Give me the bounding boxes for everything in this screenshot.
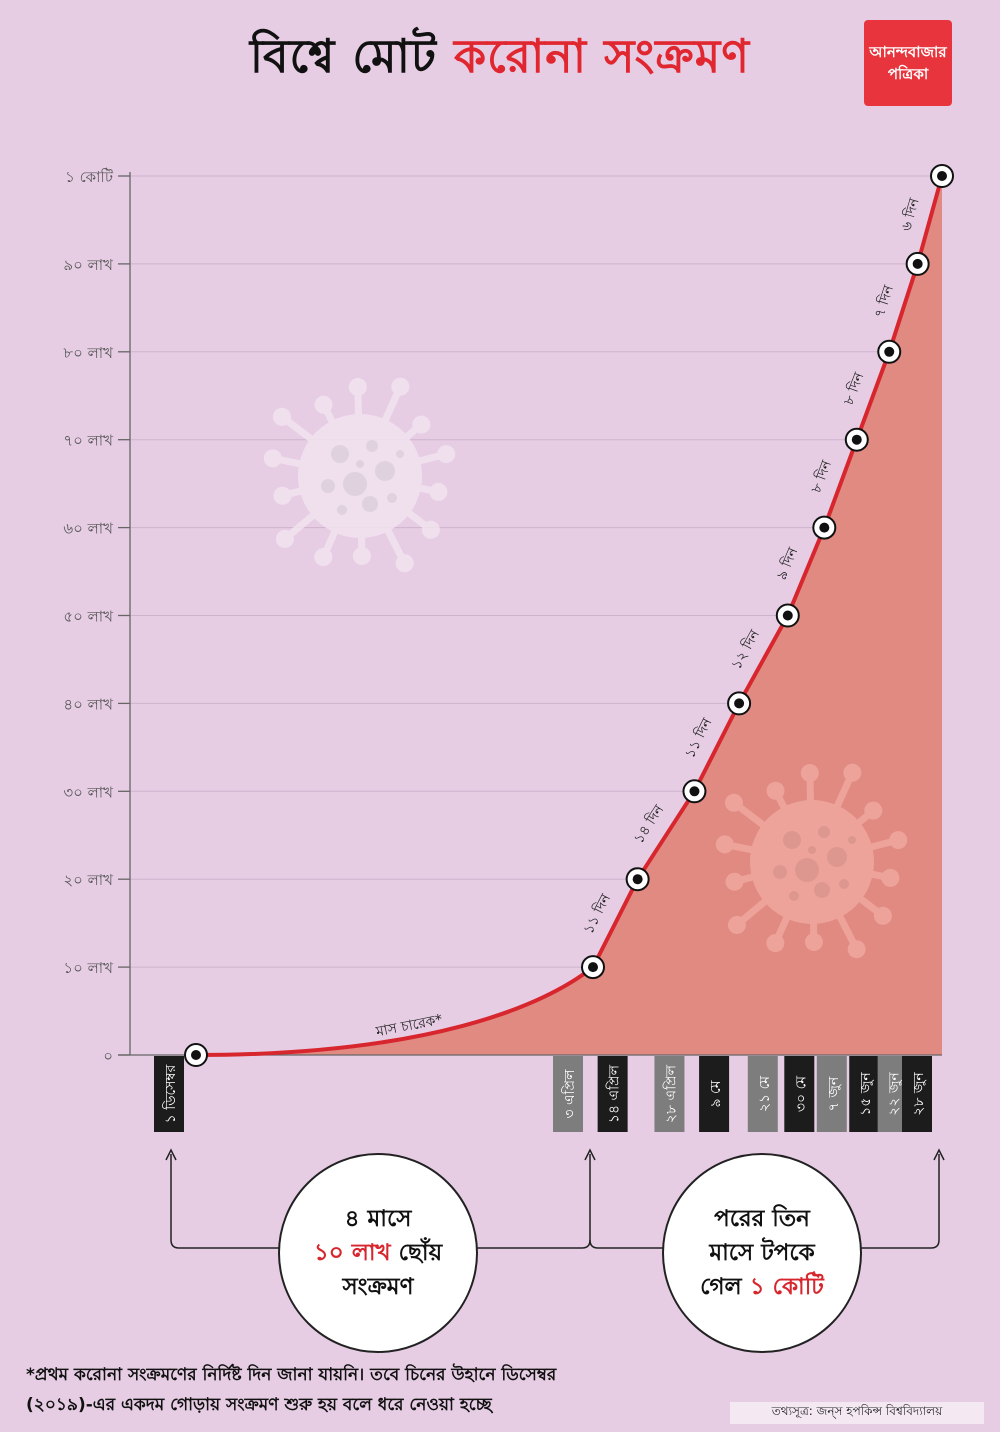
- brand-logo: আনন্দবাজার পত্রিকা: [864, 20, 952, 106]
- bracket-middle-right: [589, 1239, 664, 1249]
- x-date-text: ৭ জুন: [826, 1076, 842, 1111]
- bracket-arrowhead: [165, 1148, 177, 1161]
- y-tick-label: ৭০ লাখ: [63, 432, 114, 450]
- y-tick-label: ৪০ লাখ: [63, 695, 114, 713]
- data-point: [812, 515, 837, 540]
- virus-icon: [715, 763, 908, 959]
- x-date-text: ২৮ এপ্রিল: [662, 1064, 679, 1123]
- segment-duration-label: ৯ দিন: [773, 544, 802, 582]
- grid-lines: [130, 175, 942, 968]
- series-line: [195, 175, 944, 1057]
- y-tick-label: ১ কোটি: [65, 168, 114, 186]
- footnote-line-2: (২০১৯)-এর একদম গোড়ায় সংক্রমণ শুরু হয় …: [26, 1395, 492, 1415]
- y-tick-label: ০: [103, 1047, 113, 1065]
- segment-duration-label: ৮ দিন: [808, 457, 836, 495]
- x-date-text: ২৮ জুন: [911, 1072, 927, 1116]
- virus-decoration-top: [263, 377, 456, 573]
- segment-duration-label: ৬ দিন: [897, 196, 922, 233]
- y-tick-label: ৯০ লাখ: [63, 256, 114, 274]
- y-tick-label: ৬০ লাখ: [63, 520, 114, 538]
- segment-duration-label: ৮ দিন: [840, 370, 868, 408]
- x-date-text: ১ ডিসেম্বর: [162, 1064, 179, 1123]
- bracket-right: [860, 1154, 940, 1249]
- data-point: [581, 955, 605, 980]
- callout-right-line-2: মাসে টপকে: [709, 1240, 815, 1266]
- source-credit: তথ্যসূত্র: জন্‌স হপকিন্স বিশ্ববিদ্যালয়: [730, 1402, 984, 1424]
- virus-decoration-bottom: [715, 763, 908, 959]
- virus-icon: [263, 377, 456, 573]
- x-date-label: ২৮ এপ্রিল: [654, 1056, 685, 1132]
- y-tick-label: ৮০ লাখ: [63, 344, 114, 362]
- x-date-text: ১৪ এপ্রিল: [606, 1064, 623, 1123]
- x-date-label: ৭ জুন: [816, 1056, 847, 1132]
- data-point: [775, 603, 800, 628]
- title-red: করোনা সংক্রমণ: [454, 29, 751, 83]
- x-date-label: ২৮ জুন: [902, 1056, 932, 1132]
- data-points: [184, 164, 954, 1067]
- callout-left-highlight: ১০ লাখ: [313, 1240, 391, 1266]
- callout-right-highlight: ১ কোটি: [749, 1274, 824, 1300]
- data-point: [877, 339, 902, 364]
- bracket-middle-left: [476, 1154, 591, 1249]
- segment-duration-label: ১১ দিন: [681, 715, 716, 761]
- data-point: [905, 251, 930, 276]
- x-date-label: ২১ মে: [747, 1056, 778, 1132]
- x-date-label: ৩ এপ্রিল: [553, 1056, 583, 1132]
- data-point: [930, 164, 954, 188]
- logo-line-2: পত্রিকা: [887, 65, 929, 83]
- x-axis-date-labels: ১ ডিসেম্বর ৩ এপ্রিল ১৪ এপ্রিল ২৮ এপ্রিল ৯ মে…: [154, 1056, 932, 1132]
- callout-ten-million: পরের তিন মাসে টপকে গেল ১ কোটি: [662, 1153, 862, 1353]
- y-tick-label: ৩০ লাখ: [63, 783, 114, 801]
- callout-left-line-1: ৪ মাসে: [344, 1206, 412, 1232]
- bracket-arrowhead: [584, 1148, 596, 1161]
- data-point: [682, 779, 707, 804]
- x-date-label: ৩০ মে: [784, 1056, 815, 1132]
- data-point: [184, 1043, 208, 1067]
- segment-duration-label: ৭ দিন: [871, 282, 898, 319]
- title-black: বিশ্বে মোট: [249, 29, 437, 83]
- y-tick-label: ৫০ লাখ: [63, 608, 114, 626]
- callout-first-million: ৪ মাসে ১০ লাখ ছোঁয় সংক্রমণ: [278, 1153, 478, 1353]
- callout-left-line-3: সংক্রমণ: [342, 1274, 414, 1300]
- logo-line-1: আনন্দবাজার: [869, 43, 947, 61]
- area-fill: [196, 176, 942, 1055]
- y-tick-label: ১০ লাখ: [63, 959, 114, 977]
- x-date-text: ২১ মে: [757, 1076, 773, 1112]
- callout-right-line-3: গেল: [700, 1274, 750, 1300]
- x-date-label: ১৫ জুন: [849, 1056, 880, 1132]
- segment-duration-label: ১১ দিন: [580, 891, 615, 937]
- callout-right-line-1: পরের তিন: [714, 1206, 810, 1232]
- x-date-text: ৩০ মে: [793, 1076, 809, 1112]
- footnote: *প্রথম করোনা সংক্রমণের নির্দিষ্ট দিন জান…: [26, 1360, 726, 1420]
- bracket-left: [170, 1154, 280, 1249]
- x-date-text: ৩ এপ্রিল: [561, 1069, 578, 1119]
- period-brackets: [165, 1148, 945, 1249]
- data-point: [625, 867, 650, 892]
- x-date-text: ৯ মে: [708, 1080, 724, 1107]
- callout-left-line-2: ছোঁয়: [390, 1240, 443, 1266]
- y-tick-label: ২০ লাখ: [63, 871, 114, 889]
- x-date-label: ১ ডিসেম্বর: [154, 1056, 184, 1132]
- x-date-text: ১৫ জুন: [858, 1072, 874, 1116]
- x-date-label: ৯ মে: [699, 1056, 730, 1132]
- footnote-line-1: *প্রথম করোনা সংক্রমণের নির্দিষ্ট দিন জান…: [26, 1365, 557, 1385]
- x-date-label: ১৪ এপ্রিল: [597, 1056, 628, 1132]
- page-title: বিশ্বে মোট করোনা সংক্রমণ: [0, 22, 1000, 98]
- data-point: [844, 427, 869, 452]
- data-point: [727, 691, 752, 716]
- bracket-arrowhead: [933, 1148, 945, 1161]
- y-axis-ticks: ০ ১০ লাখ ২০ লাখ ৩০ লাখ ৪০ লাখ ৫০ লাখ ৬০ লাখ ৭০ …: [63, 168, 130, 1065]
- x-date-text: ২২ জুন: [887, 1072, 903, 1116]
